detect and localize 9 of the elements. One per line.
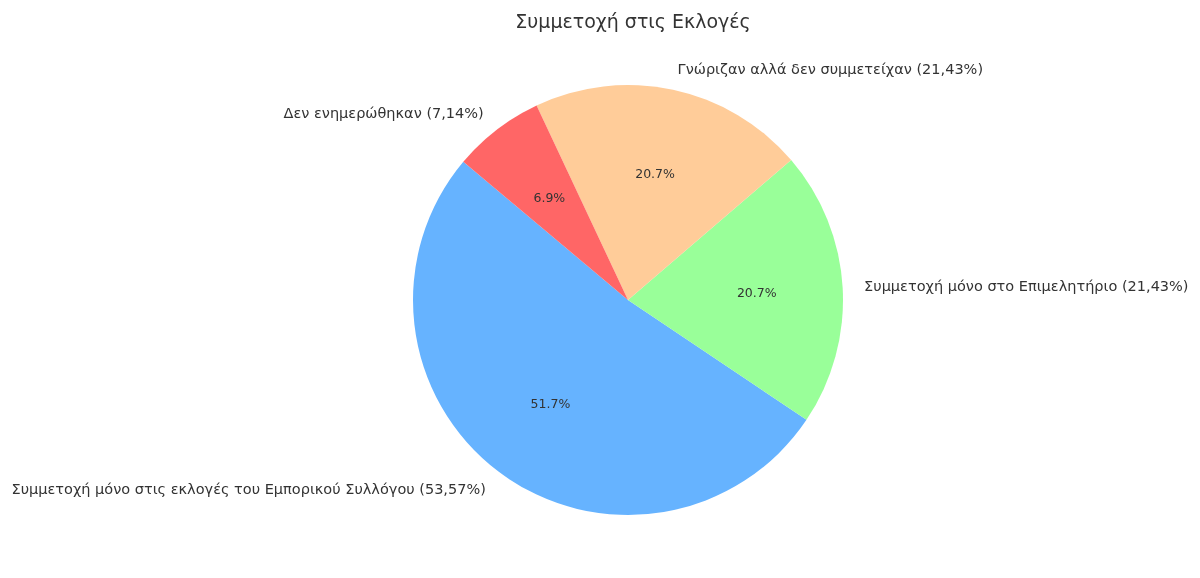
slice-label: Συμμετοχή μόνο στο Επιμελητήριο (21,43%) bbox=[864, 278, 1189, 295]
data-label: 51.7% bbox=[530, 395, 571, 411]
slice-label: Γνώριζαν αλλά δεν συμμετείχαν (21,43%) bbox=[677, 60, 984, 77]
data-label: 20.7% bbox=[635, 166, 676, 182]
chart-title: Συμμετοχή στις Εκλογές bbox=[515, 9, 751, 32]
data-label: 20.7% bbox=[736, 284, 777, 300]
slice-label: Δεν ενημερώθηκαν (7,14%) bbox=[283, 104, 484, 121]
data-label: 6.9% bbox=[533, 190, 566, 206]
slice-label: Συμμετοχή μόνο στις εκλογές του Εμπορικού Συλλόγου (53,57%) bbox=[11, 481, 486, 498]
